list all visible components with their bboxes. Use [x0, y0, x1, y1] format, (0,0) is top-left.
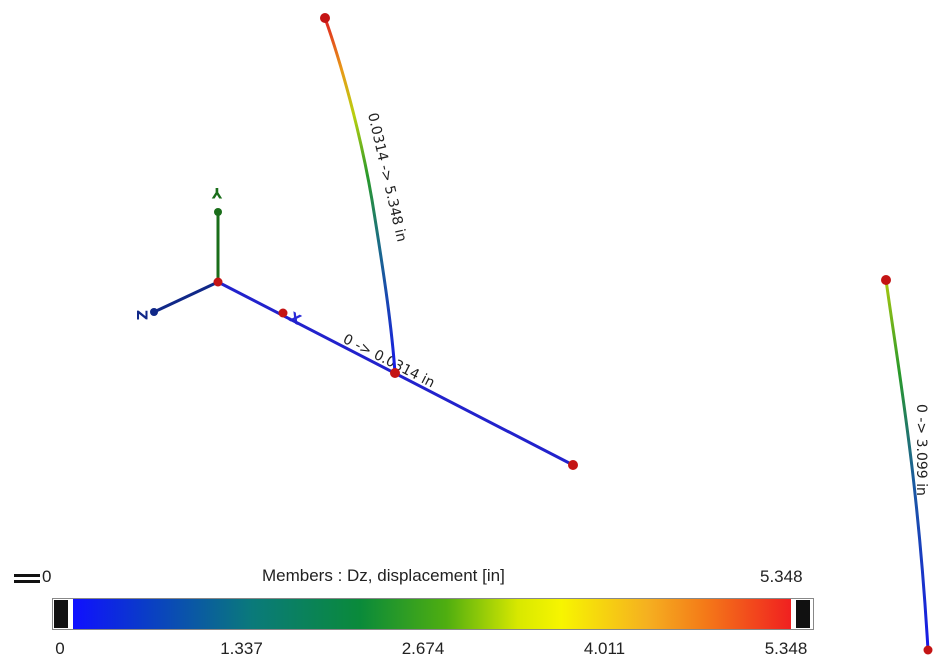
min-range-slider-handle[interactable] [54, 600, 68, 628]
z-axis-tip [150, 308, 158, 316]
hamburger-menu-icon[interactable] [14, 574, 40, 588]
z-axis-line [153, 280, 219, 314]
right-column-member[interactable] [884, 279, 930, 651]
node-beam-end[interactable] [568, 460, 578, 470]
node-origin[interactable] [213, 277, 223, 287]
legend-tick-label: 5.348 [764, 639, 808, 658]
y-axis-tip [214, 208, 222, 216]
right-column-displacement-label: 0 -> 3.099 in [913, 404, 929, 496]
axis-triad: Y Z X [133, 184, 304, 329]
legend-tick-label: 2.674 [401, 639, 445, 658]
legend-tick-label: 1.337 [220, 639, 263, 658]
legend-tick-label: 4.011 [583, 639, 626, 658]
legend-max-value: 5.348 [760, 567, 803, 586]
legend-title: Members : Dz, displacement [in] [262, 566, 505, 585]
column-displacement-label: 0.0314 -> 5.348 in [364, 111, 409, 243]
nodes [213, 13, 933, 655]
beam-displacement-label: 0 -> 0.0314 in [340, 331, 437, 391]
y-axis-letter: Y [211, 184, 223, 200]
column-member[interactable] [323, 17, 397, 374]
node-column-top[interactable] [320, 13, 330, 23]
legend-min-value: 0 [42, 567, 52, 586]
max-range-slider-handle[interactable] [796, 600, 810, 628]
node-column-base[interactable] [390, 368, 400, 378]
node-right-bottom[interactable] [923, 645, 933, 655]
legend-tick-label: 0 [55, 639, 65, 658]
colorbar-gradient [73, 599, 791, 629]
node-right-top[interactable] [881, 275, 891, 285]
node-beam-mid[interactable] [278, 308, 288, 318]
color-legend: 0 Members : Dz, displacement [in] 5.348 … [0, 555, 830, 664]
z-axis-letter: Z [133, 310, 149, 320]
